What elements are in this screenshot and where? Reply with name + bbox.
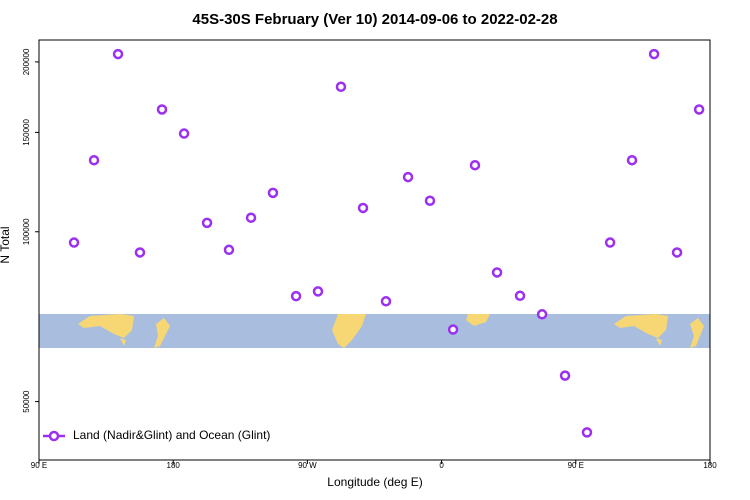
land [154,318,170,348]
x-tick-label: 180 [167,461,181,470]
point [357,202,369,214]
x-tick-label: 0 [439,461,444,470]
point [402,171,414,183]
point [267,187,279,199]
point [245,212,257,223]
land [78,314,134,338]
land [614,314,668,338]
x-tick-label: 90 E [31,461,47,470]
point [201,217,213,229]
point [112,48,124,60]
x-axis-label: Longitude (deg E) [327,475,422,489]
legend-marker [48,430,60,442]
point [134,247,146,258]
x-tick-label: 180 [703,461,717,470]
land [690,318,704,348]
point [514,290,526,302]
point [648,48,660,60]
map-strip [39,314,710,348]
point [380,296,392,307]
point [693,104,705,115]
plot-frame [38,39,711,461]
point [604,237,616,248]
legend-label: Land (Nadir&Glint) and Ocean (Glint) [73,428,270,442]
point [491,267,503,278]
point [626,154,638,166]
point [88,154,100,166]
ocean [39,314,710,348]
point [178,128,190,139]
land [332,314,366,348]
point [469,159,481,171]
point [68,237,80,248]
x-tick-label: 90 W [298,461,317,470]
point [559,370,571,381]
point [290,290,302,302]
land [466,314,490,326]
point [536,309,548,320]
point [447,324,459,335]
y-tick-label: 100000 [22,218,31,245]
point [671,247,683,258]
chart-title: 45S-30S February (Ver 10) 2014-09-06 to … [192,11,557,28]
point [335,81,347,93]
y-tick-label: 50000 [22,390,31,413]
point [156,104,168,115]
point [312,286,324,297]
land [656,338,662,346]
point [581,427,593,438]
point [424,195,436,206]
land [120,338,126,346]
point [223,244,235,256]
x-tick-label: 90 E [568,461,584,470]
y-axis-label: N Total [0,226,12,263]
y-tick-label: 150000 [22,119,31,146]
y-tick-label: 200000 [22,48,31,75]
